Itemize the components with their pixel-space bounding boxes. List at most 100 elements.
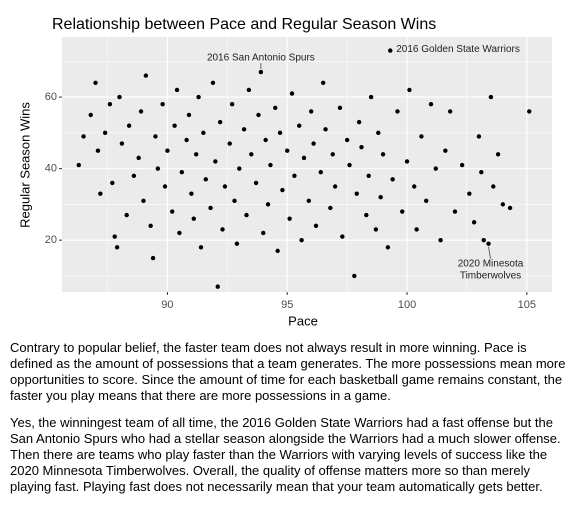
point — [488, 94, 494, 100]
point — [356, 119, 362, 125]
point — [414, 227, 419, 232]
point — [177, 230, 182, 236]
point — [428, 102, 434, 107]
point — [208, 205, 213, 211]
point — [234, 241, 240, 246]
point — [150, 255, 156, 261]
paragraph: Contrary to popular belief, the faster t… — [10, 340, 566, 403]
point — [155, 166, 161, 171]
point — [131, 173, 137, 178]
x-tick-label: 95 — [281, 299, 293, 311]
annotation: 2016 San Antonio Spurs — [207, 53, 315, 64]
point — [191, 216, 196, 221]
point — [126, 123, 132, 128]
point — [507, 205, 513, 211]
point — [141, 198, 146, 204]
point — [292, 173, 297, 178]
point — [368, 94, 374, 100]
point — [380, 152, 386, 157]
point — [407, 87, 412, 93]
annotation: Timberwolves — [460, 270, 521, 281]
point — [136, 155, 141, 161]
y-tick-label: 40 — [45, 163, 57, 175]
y-tick-label: 60 — [45, 91, 57, 103]
point — [95, 148, 101, 153]
point — [110, 180, 115, 186]
point — [318, 169, 323, 175]
point — [500, 202, 506, 207]
point — [213, 159, 218, 164]
point — [114, 245, 120, 250]
point — [390, 177, 395, 182]
point — [287, 216, 292, 221]
point — [256, 112, 261, 118]
point — [354, 191, 359, 196]
point — [301, 155, 307, 161]
point — [229, 102, 235, 107]
point — [138, 109, 144, 114]
x-tick-label: 100 — [398, 299, 416, 311]
point — [527, 109, 532, 114]
point — [495, 152, 501, 157]
point — [241, 127, 247, 132]
point — [261, 230, 266, 236]
point — [215, 284, 220, 289]
point — [184, 137, 189, 143]
point — [117, 94, 122, 100]
point — [467, 191, 472, 196]
point — [337, 105, 343, 111]
y-tick-label: 20 — [45, 234, 57, 246]
point — [102, 130, 108, 136]
body-text: Contrary to popular belief, the faster t… — [10, 340, 572, 506]
annotation-leader — [488, 246, 491, 259]
point — [217, 119, 223, 125]
point — [308, 109, 314, 114]
point — [424, 198, 429, 204]
point — [479, 169, 484, 175]
point — [165, 148, 170, 153]
chart: Relationship between Pace and Regular Se… — [17, 16, 552, 328]
point — [306, 198, 311, 204]
point — [249, 152, 254, 157]
point — [330, 152, 335, 157]
point — [373, 227, 379, 232]
point — [119, 141, 125, 146]
point — [433, 166, 438, 171]
point — [275, 248, 280, 254]
point — [160, 102, 165, 107]
point — [320, 80, 326, 85]
point — [404, 159, 410, 164]
paragraph: Yes, the winningest team of all time, th… — [10, 415, 561, 494]
point — [388, 48, 393, 53]
point — [246, 87, 252, 93]
point — [88, 112, 93, 118]
point — [196, 94, 201, 100]
point — [189, 191, 194, 196]
point — [148, 223, 153, 229]
point — [376, 130, 381, 136]
point — [459, 162, 465, 168]
point — [378, 195, 383, 200]
point — [452, 209, 458, 214]
point — [93, 80, 98, 85]
point — [98, 191, 103, 196]
point — [186, 112, 192, 118]
annotation: 2016 Golden State Warriors — [396, 44, 520, 55]
point — [359, 144, 364, 150]
point — [258, 69, 264, 75]
point — [263, 137, 268, 143]
y-axis-label: Regular Season Wins — [17, 102, 32, 228]
point — [471, 220, 477, 225]
point — [476, 134, 482, 139]
point — [193, 152, 199, 157]
point — [344, 137, 350, 143]
x-tick-label: 105 — [518, 299, 536, 311]
point — [222, 184, 228, 189]
point — [277, 130, 283, 136]
point — [162, 184, 168, 189]
point — [297, 123, 302, 128]
point — [313, 223, 319, 229]
point — [179, 169, 185, 175]
point — [107, 102, 113, 107]
